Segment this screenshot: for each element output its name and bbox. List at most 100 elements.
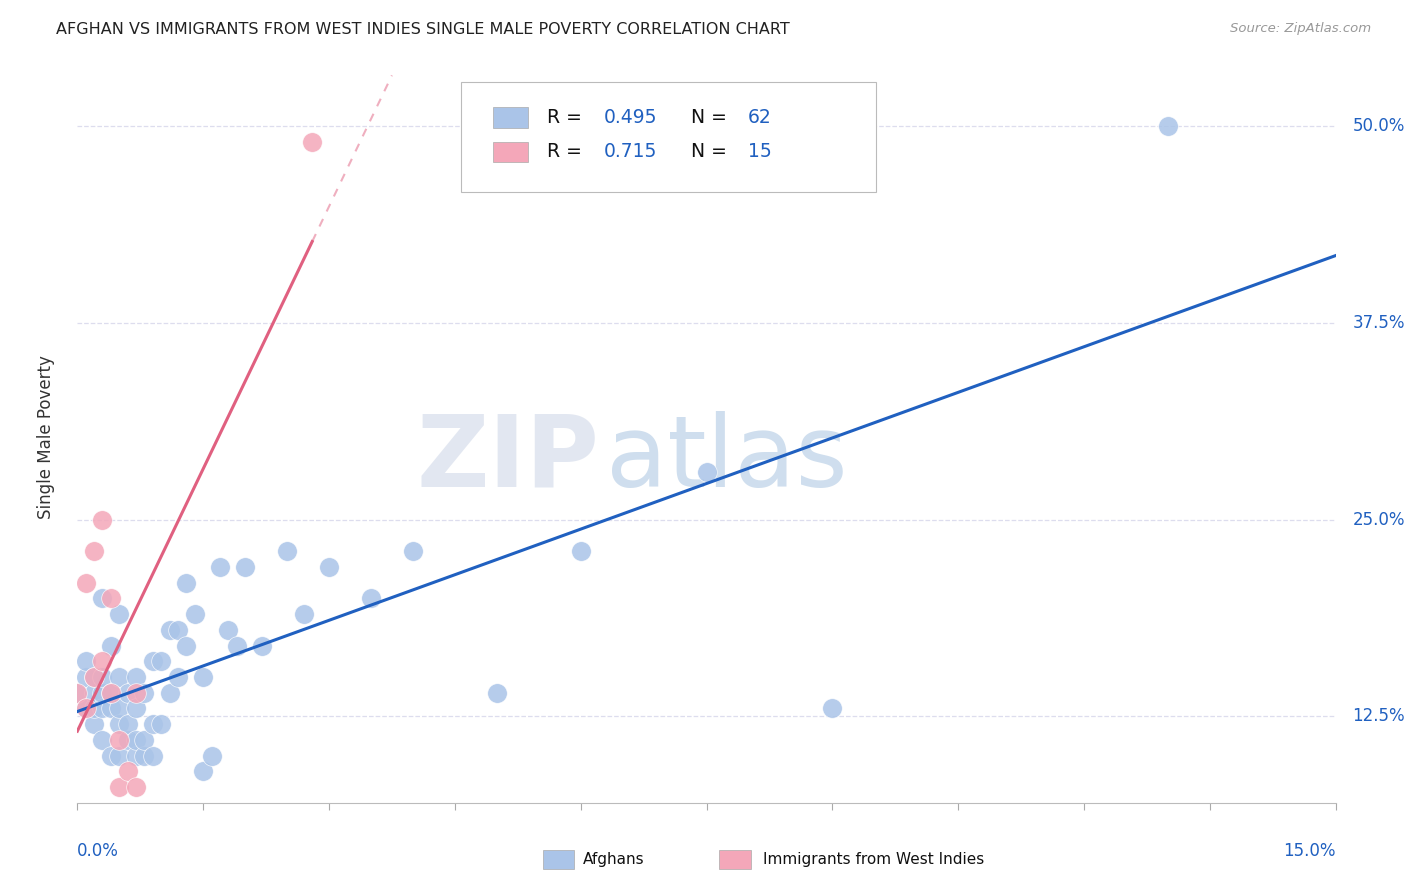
Point <box>402 544 425 558</box>
Point <box>176 639 198 653</box>
Point <box>100 591 122 606</box>
Point <box>83 717 105 731</box>
Point <box>142 654 165 668</box>
Point <box>125 780 148 794</box>
Point <box>108 701 131 715</box>
Point <box>108 732 131 747</box>
Point <box>134 686 156 700</box>
Point <box>217 623 239 637</box>
Text: 12.5%: 12.5% <box>1353 707 1405 725</box>
Point <box>233 559 256 574</box>
Point <box>134 748 156 763</box>
Text: atlas: atlas <box>606 410 848 508</box>
Point <box>142 748 165 763</box>
Point <box>83 701 105 715</box>
Point <box>108 748 131 763</box>
Text: 0.715: 0.715 <box>603 143 657 161</box>
Text: Source: ZipAtlas.com: Source: ZipAtlas.com <box>1230 22 1371 36</box>
Point <box>66 686 89 700</box>
Point <box>150 717 173 731</box>
Text: 15: 15 <box>748 143 772 161</box>
Point <box>117 686 139 700</box>
Text: R =: R = <box>547 108 588 127</box>
Point <box>108 607 131 621</box>
FancyBboxPatch shape <box>492 142 527 162</box>
Point <box>134 732 156 747</box>
Point <box>100 686 122 700</box>
Point <box>1157 120 1180 134</box>
FancyBboxPatch shape <box>543 850 575 869</box>
Point <box>108 780 131 794</box>
Point <box>360 591 382 606</box>
Point <box>125 701 148 715</box>
Point <box>100 639 122 653</box>
Point <box>176 575 198 590</box>
Point <box>250 639 273 653</box>
Point <box>75 670 97 684</box>
Point <box>125 670 148 684</box>
Point <box>142 717 165 731</box>
Text: N =: N = <box>692 108 734 127</box>
Point <box>75 701 97 715</box>
Point <box>91 654 114 668</box>
Point <box>100 701 122 715</box>
Point <box>75 654 97 668</box>
Text: 25.0%: 25.0% <box>1353 510 1405 529</box>
Point <box>125 732 148 747</box>
Point <box>125 748 148 763</box>
Point <box>569 544 592 558</box>
Point <box>225 639 247 653</box>
Point <box>83 686 105 700</box>
Point <box>91 591 114 606</box>
Point <box>108 717 131 731</box>
Text: 0.495: 0.495 <box>603 108 657 127</box>
Point <box>191 670 215 684</box>
Point <box>83 670 105 684</box>
Point <box>83 670 105 684</box>
Point <box>167 623 190 637</box>
Point <box>318 559 340 574</box>
Text: ZIP: ZIP <box>416 410 599 508</box>
Point <box>91 701 114 715</box>
Text: 0.0%: 0.0% <box>77 842 120 860</box>
Point <box>159 686 181 700</box>
Point <box>117 732 139 747</box>
FancyBboxPatch shape <box>461 82 876 192</box>
Point <box>117 717 139 731</box>
Text: 50.0%: 50.0% <box>1353 118 1405 136</box>
FancyBboxPatch shape <box>492 107 527 128</box>
Point <box>117 764 139 779</box>
Point <box>91 686 114 700</box>
Point <box>301 135 323 149</box>
Text: R =: R = <box>547 143 588 161</box>
Point <box>108 670 131 684</box>
Point <box>91 513 114 527</box>
Text: Afghans: Afghans <box>583 852 645 867</box>
Text: N =: N = <box>692 143 734 161</box>
Point <box>66 686 89 700</box>
Text: Immigrants from West Indies: Immigrants from West Indies <box>763 852 984 867</box>
Point <box>159 623 181 637</box>
Text: 15.0%: 15.0% <box>1284 842 1336 860</box>
Point <box>125 686 148 700</box>
Point <box>91 670 114 684</box>
Point <box>75 701 97 715</box>
Point <box>200 748 222 763</box>
Point <box>191 764 215 779</box>
Point <box>696 466 718 480</box>
Text: AFGHAN VS IMMIGRANTS FROM WEST INDIES SINGLE MALE POVERTY CORRELATION CHART: AFGHAN VS IMMIGRANTS FROM WEST INDIES SI… <box>56 22 790 37</box>
Point <box>485 686 508 700</box>
Text: Single Male Poverty: Single Male Poverty <box>37 355 55 519</box>
Point <box>100 686 122 700</box>
Point <box>292 607 315 621</box>
Point <box>821 701 844 715</box>
Point <box>167 670 190 684</box>
Point <box>184 607 207 621</box>
FancyBboxPatch shape <box>718 850 751 869</box>
Point <box>208 559 231 574</box>
Point <box>100 748 122 763</box>
Point <box>150 654 173 668</box>
Text: 37.5%: 37.5% <box>1353 314 1405 332</box>
Text: 62: 62 <box>748 108 772 127</box>
Point <box>83 544 105 558</box>
